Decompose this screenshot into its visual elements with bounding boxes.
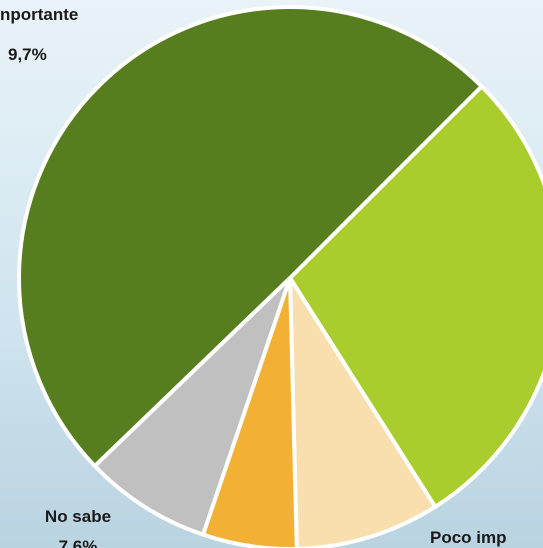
- pie-slice: [17, 5, 484, 468]
- pie-slice: [288, 276, 438, 548]
- annotation: 9,7%: [8, 45, 47, 64]
- pie: [17, 5, 543, 548]
- annotation: No sabe: [45, 507, 111, 526]
- annotation: Poco imp: [430, 528, 507, 547]
- annotation: 7,6%: [59, 537, 98, 548]
- pie-slice: [92, 276, 292, 537]
- annotation: nportante: [0, 5, 78, 24]
- pie-slice: [288, 84, 543, 509]
